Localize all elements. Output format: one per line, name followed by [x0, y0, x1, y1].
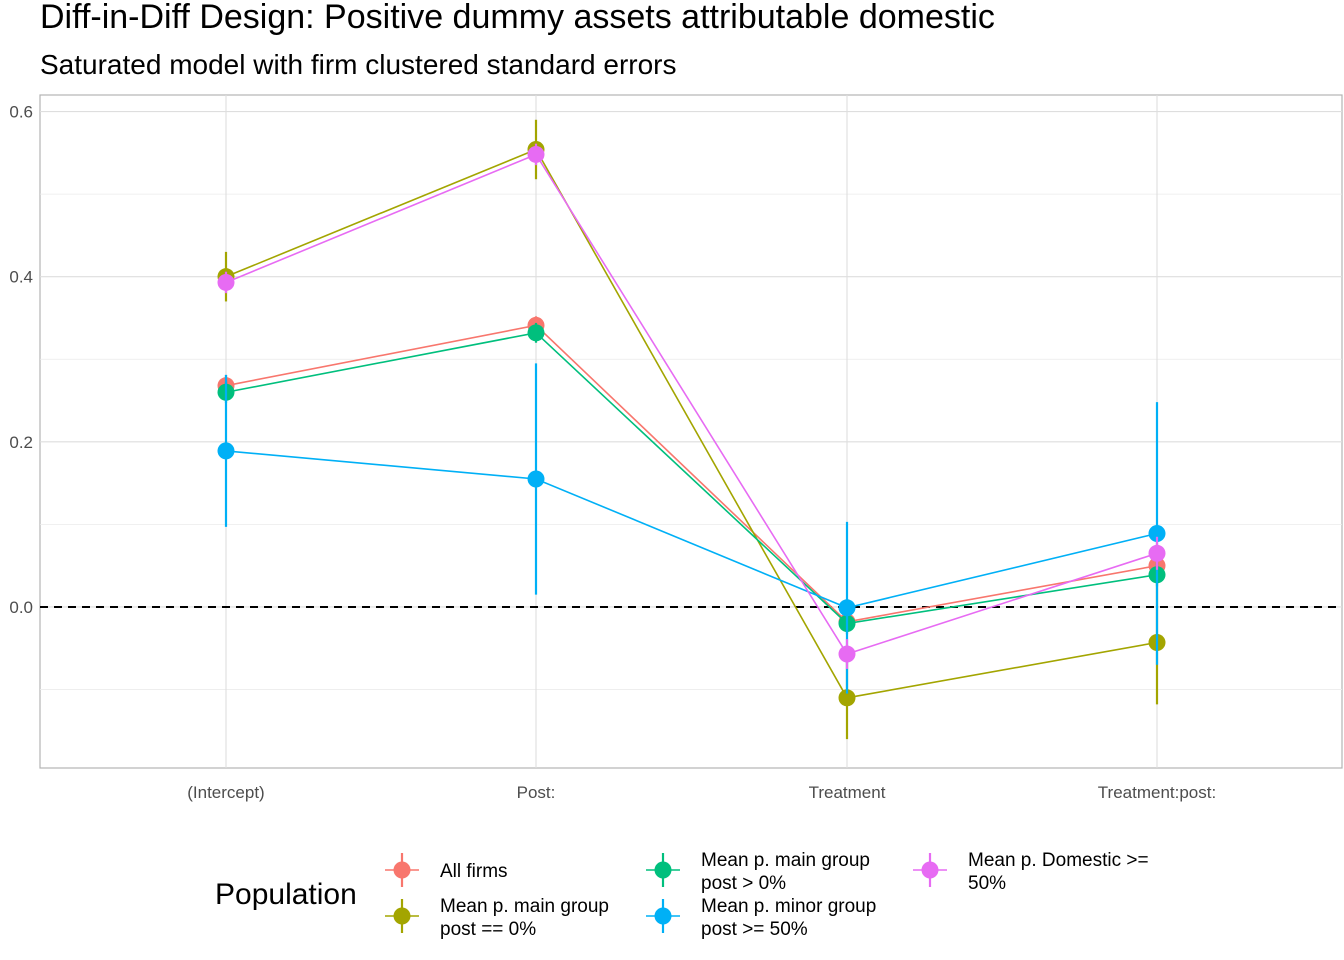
series-line-2 — [225, 331, 1158, 625]
legend-key-point — [393, 861, 411, 879]
legend-key-point — [921, 861, 939, 879]
x-tick-label: Treatment — [809, 783, 886, 802]
point-4-0 — [217, 273, 235, 291]
legend-label-line-0: Mean p. main group — [701, 850, 870, 871]
chart-title: Diff-in-Diff Design: Positive dummy asse… — [40, 0, 995, 36]
legend-label: All firms — [440, 861, 508, 882]
legend-key-point — [654, 907, 672, 925]
point-4-3 — [1148, 544, 1166, 562]
y-tick-label: 0.0 — [9, 598, 33, 617]
legend-label-line-0: Mean p. main group — [440, 896, 609, 917]
y-tick-label: 0.6 — [9, 103, 33, 122]
y-tick-label: 0.2 — [9, 433, 33, 452]
legend-label-line-0: Mean p. minor group — [701, 896, 876, 917]
series-line-1 — [225, 148, 1158, 699]
x-tick-label: Treatment:post: — [1098, 783, 1216, 802]
legend-label-line-1: post >= 50% — [701, 919, 808, 940]
point-3-0 — [217, 442, 235, 460]
point-4-2 — [838, 645, 856, 663]
legend-label-line-1: post == 0% — [440, 919, 536, 940]
series-line-3 — [225, 450, 1158, 609]
point-4-1 — [527, 145, 545, 163]
point-3-3 — [1148, 524, 1166, 542]
x-tick-label: (Intercept) — [187, 783, 264, 802]
legend-item-4: Mean p. Domestic >=50% — [913, 850, 1149, 894]
legend-item-0: All firms — [385, 853, 508, 887]
series-line-0 — [225, 324, 1158, 623]
legend-label-line-1: post > 0% — [701, 873, 786, 894]
point-3-1 — [527, 470, 545, 488]
point-2-1 — [527, 324, 545, 342]
legend-label-line-0: Mean p. Domestic >= — [968, 850, 1149, 871]
legend-title: Population — [215, 878, 357, 911]
series-layer — [217, 119, 1166, 740]
point-1-2 — [838, 689, 856, 707]
axis-layer: 0.0 0.2 0.4 0.6 (Intercept) Post: Treatment Tre… — [9, 103, 1216, 802]
legend-label-line-1: 50% — [968, 873, 1006, 894]
y-tick-label: 0.4 — [9, 268, 33, 287]
plot-panel — [39, 94, 1343, 769]
series-4 — [217, 143, 1166, 669]
legend-key-point — [393, 907, 411, 925]
point-3-2 — [838, 599, 856, 617]
series-line-4 — [225, 153, 1158, 655]
chart-subtitle: Saturated model with firm clustered stan… — [40, 49, 677, 80]
series-3 — [217, 363, 1166, 694]
legend-key-point — [654, 861, 672, 879]
x-tick-label: Post: — [517, 783, 556, 802]
